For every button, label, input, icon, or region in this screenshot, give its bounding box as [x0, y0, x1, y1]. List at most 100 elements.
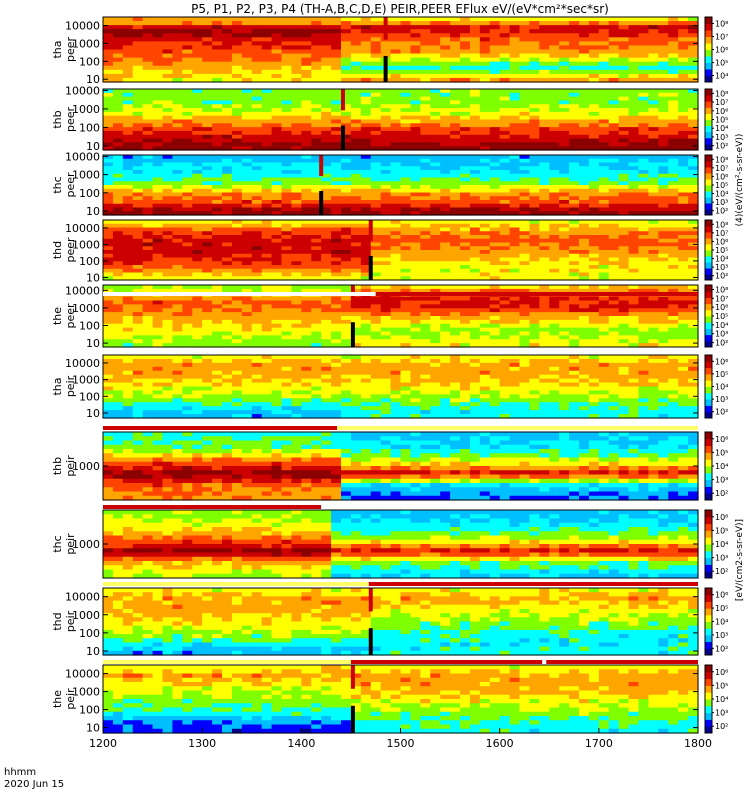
- heatmap-cell: [281, 162, 293, 167]
- heatmap-cell: [231, 257, 243, 262]
- heatmap-cell: [598, 61, 610, 67]
- heatmap-cell: [202, 142, 213, 147]
- heatmap-cell: [688, 231, 699, 236]
- heatmap-cell: [132, 37, 144, 42]
- heatmap-cell: [222, 196, 233, 201]
- heatmap-cell: [628, 308, 640, 313]
- heatmap-cell: [638, 272, 650, 277]
- colorbar-tick-label: 10⁷: [715, 98, 728, 107]
- heatmap-cell: [341, 181, 352, 186]
- heatmap-cell: [519, 127, 531, 132]
- heatmap-cell: [103, 257, 114, 262]
- heatmap-cell: [350, 207, 362, 212]
- heatmap-cell: [301, 265, 312, 270]
- heatmap-cell: [678, 319, 689, 325]
- heatmap-cell: [440, 115, 451, 121]
- heatmap-cell: [469, 37, 481, 42]
- page-title: P5, P1, P2, P3, P4 (TH-A,B,C,D,E) PEIR,P…: [191, 2, 609, 16]
- heatmap-cell: [360, 265, 372, 270]
- heatmap-cell: [341, 45, 352, 51]
- heatmap-cell: [469, 285, 481, 290]
- heatmap-cell: [122, 268, 134, 274]
- heatmap-cell: [410, 77, 421, 83]
- heatmap-cell: [579, 308, 590, 313]
- heatmap-cell: [331, 188, 342, 194]
- heatmap-cell: [212, 100, 223, 105]
- heatmap-cell: [628, 223, 640, 229]
- heatmap-cell: [678, 162, 689, 167]
- heatmap-cell: [410, 188, 421, 194]
- heatmap-cell: [321, 146, 332, 151]
- heatmap-cell: [142, 111, 154, 117]
- heatmap-cell: [588, 200, 600, 205]
- heatmap-cell: [251, 127, 263, 132]
- heatmap-cell: [152, 192, 164, 197]
- heatmap-cell: [509, 138, 521, 143]
- heatmap-cell: [638, 92, 650, 98]
- heatmap-cell: [142, 268, 154, 274]
- heatmap-cell: [301, 196, 312, 201]
- heatmap-cell: [608, 276, 620, 281]
- colorbar-cell: [705, 107, 712, 114]
- heatmap-cell: [509, 119, 521, 124]
- heatmap-cell: [598, 319, 610, 325]
- heatmap-cell: [648, 250, 659, 255]
- heatmap-cell: [608, 119, 620, 124]
- heatmap-cell: [311, 188, 322, 194]
- heatmap-cell: [588, 227, 600, 232]
- heatmap-cell: [440, 123, 451, 128]
- heatmap-cell: [271, 166, 283, 171]
- heatmap-cell: [588, 119, 600, 124]
- heatmap-cell: [390, 104, 402, 109]
- heatmap-cell: [489, 33, 501, 38]
- heatmap-cell: [598, 323, 610, 329]
- heatmap-cell: [350, 155, 362, 160]
- heatmap-cell: [341, 25, 352, 30]
- heatmap-cell: [648, 170, 659, 175]
- heatmap-cell: [380, 89, 392, 94]
- heatmap-cell: [479, 96, 491, 102]
- heatmap-cell: [658, 343, 669, 348]
- heatmap-cell: [648, 323, 659, 329]
- heatmap-cell: [668, 111, 679, 117]
- heatmap-cell: [509, 37, 521, 42]
- colorbar-cell: [705, 167, 712, 174]
- heatmap-cell: [241, 268, 253, 274]
- heatmap-cell: [281, 235, 293, 240]
- heatmap-cell: [440, 41, 451, 47]
- heatmap-cell: [559, 123, 570, 128]
- heatmap-cell: [182, 61, 193, 67]
- heatmap-cell: [450, 100, 461, 105]
- heatmap-cell: [152, 185, 164, 190]
- heatmap-cell: [341, 300, 352, 305]
- heatmap-cell: [222, 138, 233, 143]
- heatmap-cell: [271, 96, 283, 102]
- heatmap-cell: [618, 268, 630, 274]
- heatmap-cell: [370, 308, 382, 313]
- heatmap-cell: [132, 33, 144, 38]
- heatmap-cell: [410, 250, 421, 255]
- heatmap-cell: [678, 261, 689, 266]
- heatmap-cell: [549, 119, 560, 124]
- heatmap-cell: [331, 41, 342, 47]
- heatmap-cell: [648, 223, 659, 229]
- heatmap-cell: [598, 127, 610, 132]
- heatmap-cell: [291, 170, 302, 175]
- heatmap-cell: [618, 21, 630, 26]
- heatmap-cell: [688, 304, 699, 309]
- heatmap-cell: [469, 45, 481, 51]
- heatmap-cell: [579, 29, 590, 34]
- heatmap-cell: [380, 115, 392, 121]
- heatmap-cell: [450, 339, 461, 344]
- heatmap-cell: [658, 177, 669, 182]
- heatmap-cell: [499, 188, 511, 194]
- heatmap-cell: [678, 296, 689, 302]
- heatmap-cell: [598, 96, 610, 102]
- heatmap-cell: [172, 220, 183, 225]
- heatmap-cell: [192, 323, 203, 329]
- heatmap-cell: [142, 276, 154, 281]
- heatmap-cell: [281, 312, 293, 317]
- heatmap-cell: [142, 285, 154, 290]
- heatmap-cell: [241, 89, 253, 94]
- heatmap-cell: [519, 304, 531, 309]
